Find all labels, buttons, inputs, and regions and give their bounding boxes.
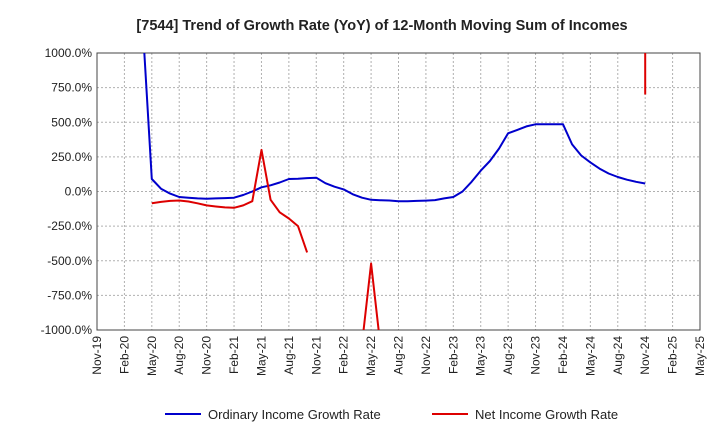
chart-title: [7544] Trend of Growth Rate (YoY) of 12-… (136, 18, 627, 34)
y-tick-label: 0.0% (65, 185, 93, 199)
ordinary-income-line (143, 53, 646, 203)
x-tick-label: Aug-20 (172, 336, 186, 375)
net-income-line-segment (362, 262, 380, 330)
legend: Ordinary Income Growth Rate Net Income Gr… (165, 407, 618, 422)
x-tick-label: Feb-21 (227, 336, 241, 374)
x-tick-label: Aug-22 (392, 336, 406, 375)
x-axis-tick-labels: Nov-19 Feb-20 May-20 Aug-20 Nov-20 Feb-21 May-… (90, 336, 707, 376)
x-tick-label: Feb-20 (117, 336, 131, 374)
x-tick-label: Aug-23 (501, 336, 515, 375)
x-tick-label: May-22 (364, 336, 378, 376)
y-tick-label: -250.0% (47, 219, 92, 233)
grid-lines (96, 52, 701, 331)
x-tick-label: May-24 (583, 336, 597, 376)
x-tick-label: Nov-24 (638, 336, 652, 375)
x-tick-label: Nov-23 (529, 336, 543, 375)
net-income-line-segment (151, 148, 309, 253)
plot-area-border (96, 52, 701, 331)
y-tick-label: 750.0% (51, 81, 92, 95)
x-tick-label: Feb-22 (337, 336, 351, 374)
axes (96, 52, 701, 331)
legend-ordinary-label: Ordinary Income Growth Rate (208, 407, 381, 422)
x-tick-label: Aug-24 (611, 336, 625, 375)
x-tick-label: May-21 (254, 336, 268, 376)
series-lines (143, 53, 647, 330)
x-tick-label: Aug-21 (282, 336, 296, 375)
y-tick-label: 1000.0% (45, 46, 93, 60)
x-tick-label: Nov-20 (200, 336, 214, 375)
legend-net-label: Net Income Growth Rate (475, 407, 618, 422)
x-tick-label: Nov-19 (90, 336, 104, 375)
y-tick-label: 250.0% (51, 150, 92, 164)
x-tick-label: May-25 (693, 336, 707, 376)
x-tick-label: Nov-21 (309, 336, 323, 375)
y-tick-label: 500.0% (51, 115, 92, 129)
y-tick-label: -1000.0% (41, 323, 93, 337)
x-tick-label: Nov-22 (419, 336, 433, 375)
x-tick-label: May-20 (145, 336, 159, 376)
x-tick-label: Feb-25 (666, 336, 680, 374)
x-tick-label: Feb-23 (446, 336, 460, 374)
x-tick-label: May-23 (474, 336, 488, 376)
y-axis-tick-labels: 1000.0% 750.0% 500.0% 250.0% 0.0% -250.0% -500… (41, 46, 93, 337)
y-tick-label: -500.0% (47, 254, 92, 268)
y-tick-label: -750.0% (47, 288, 92, 302)
x-tick-label: Feb-24 (556, 336, 570, 374)
